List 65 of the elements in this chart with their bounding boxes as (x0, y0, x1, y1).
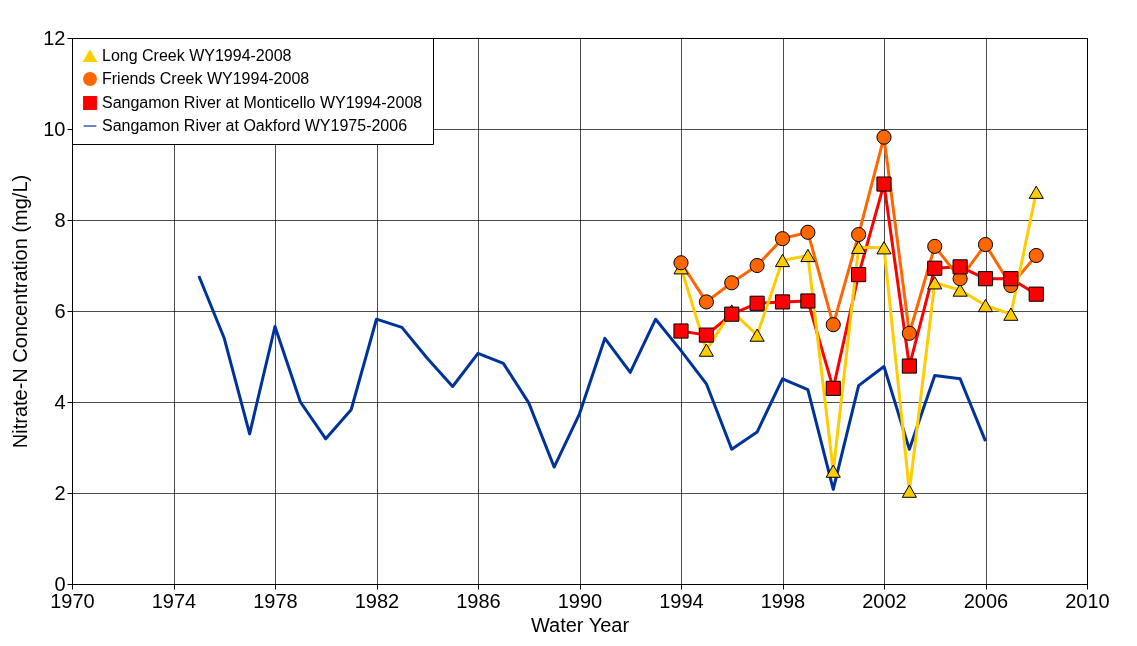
point (927, 260, 943, 276)
point (825, 317, 841, 333)
point (851, 240, 867, 254)
x-tick-label: 1978 (253, 589, 298, 612)
x-tick-label: 2006 (963, 589, 1009, 612)
x-tick-label: 1990 (557, 589, 603, 612)
point (774, 231, 791, 247)
point (800, 248, 816, 263)
point (1003, 271, 1019, 287)
point (1028, 286, 1044, 302)
x-tick-label: 1994 (659, 589, 704, 612)
point (876, 129, 892, 145)
x-tick-label: 1982 (354, 589, 400, 612)
point (774, 294, 791, 310)
point (876, 176, 892, 192)
point (749, 295, 765, 311)
point (724, 275, 740, 291)
point (698, 343, 714, 357)
point (800, 224, 816, 240)
line-series (197, 274, 987, 491)
point (825, 464, 841, 478)
y-tick-label: 8 (54, 208, 66, 231)
point (825, 380, 841, 396)
point (1003, 307, 1019, 321)
point (901, 325, 917, 341)
point (851, 227, 867, 243)
point (800, 293, 816, 309)
x-axis-title: Water Year (530, 613, 630, 636)
point (901, 484, 917, 498)
y-axis-title: Nitrate-N Concentration (mg/L) (9, 174, 32, 449)
y-tick-label: 6 (54, 299, 66, 322)
x-tick-label: 1998 (760, 589, 806, 612)
point (851, 267, 867, 283)
point (673, 255, 689, 271)
point (1028, 247, 1044, 264)
y-tick-label: 10 (43, 117, 66, 140)
point (724, 306, 740, 322)
point (977, 271, 994, 287)
point (876, 241, 892, 255)
point (1028, 185, 1044, 199)
legend-label: Sangamon River at Monticello WY1994-2008 (102, 94, 423, 111)
x-tick-label: 1986 (456, 589, 501, 612)
point (952, 283, 968, 297)
y-tick-label: 12 (43, 26, 66, 49)
y-tick-label: 0 (54, 572, 66, 595)
legend-label: Sangamon River at Oakford WY1975-2006 (102, 117, 408, 134)
point (927, 238, 943, 254)
point (749, 257, 765, 274)
point (977, 298, 994, 313)
point (698, 294, 714, 310)
point (698, 327, 714, 343)
y-tick-label: 2 (54, 481, 66, 504)
point (673, 323, 689, 339)
x-tick-label: 2010 (1065, 589, 1110, 612)
legend-label: Long Creek WY1994-2008 (102, 47, 292, 64)
point (927, 276, 943, 290)
legend-label: Friends Creek WY1994-2008 (102, 70, 310, 87)
point (774, 253, 791, 268)
x-tick-label: 2002 (862, 589, 907, 612)
x-tick-label: 1974 (151, 589, 197, 612)
point (952, 259, 968, 275)
point (977, 237, 994, 253)
point (901, 358, 917, 374)
y-tick-label: 4 (54, 390, 66, 413)
point (749, 328, 765, 342)
